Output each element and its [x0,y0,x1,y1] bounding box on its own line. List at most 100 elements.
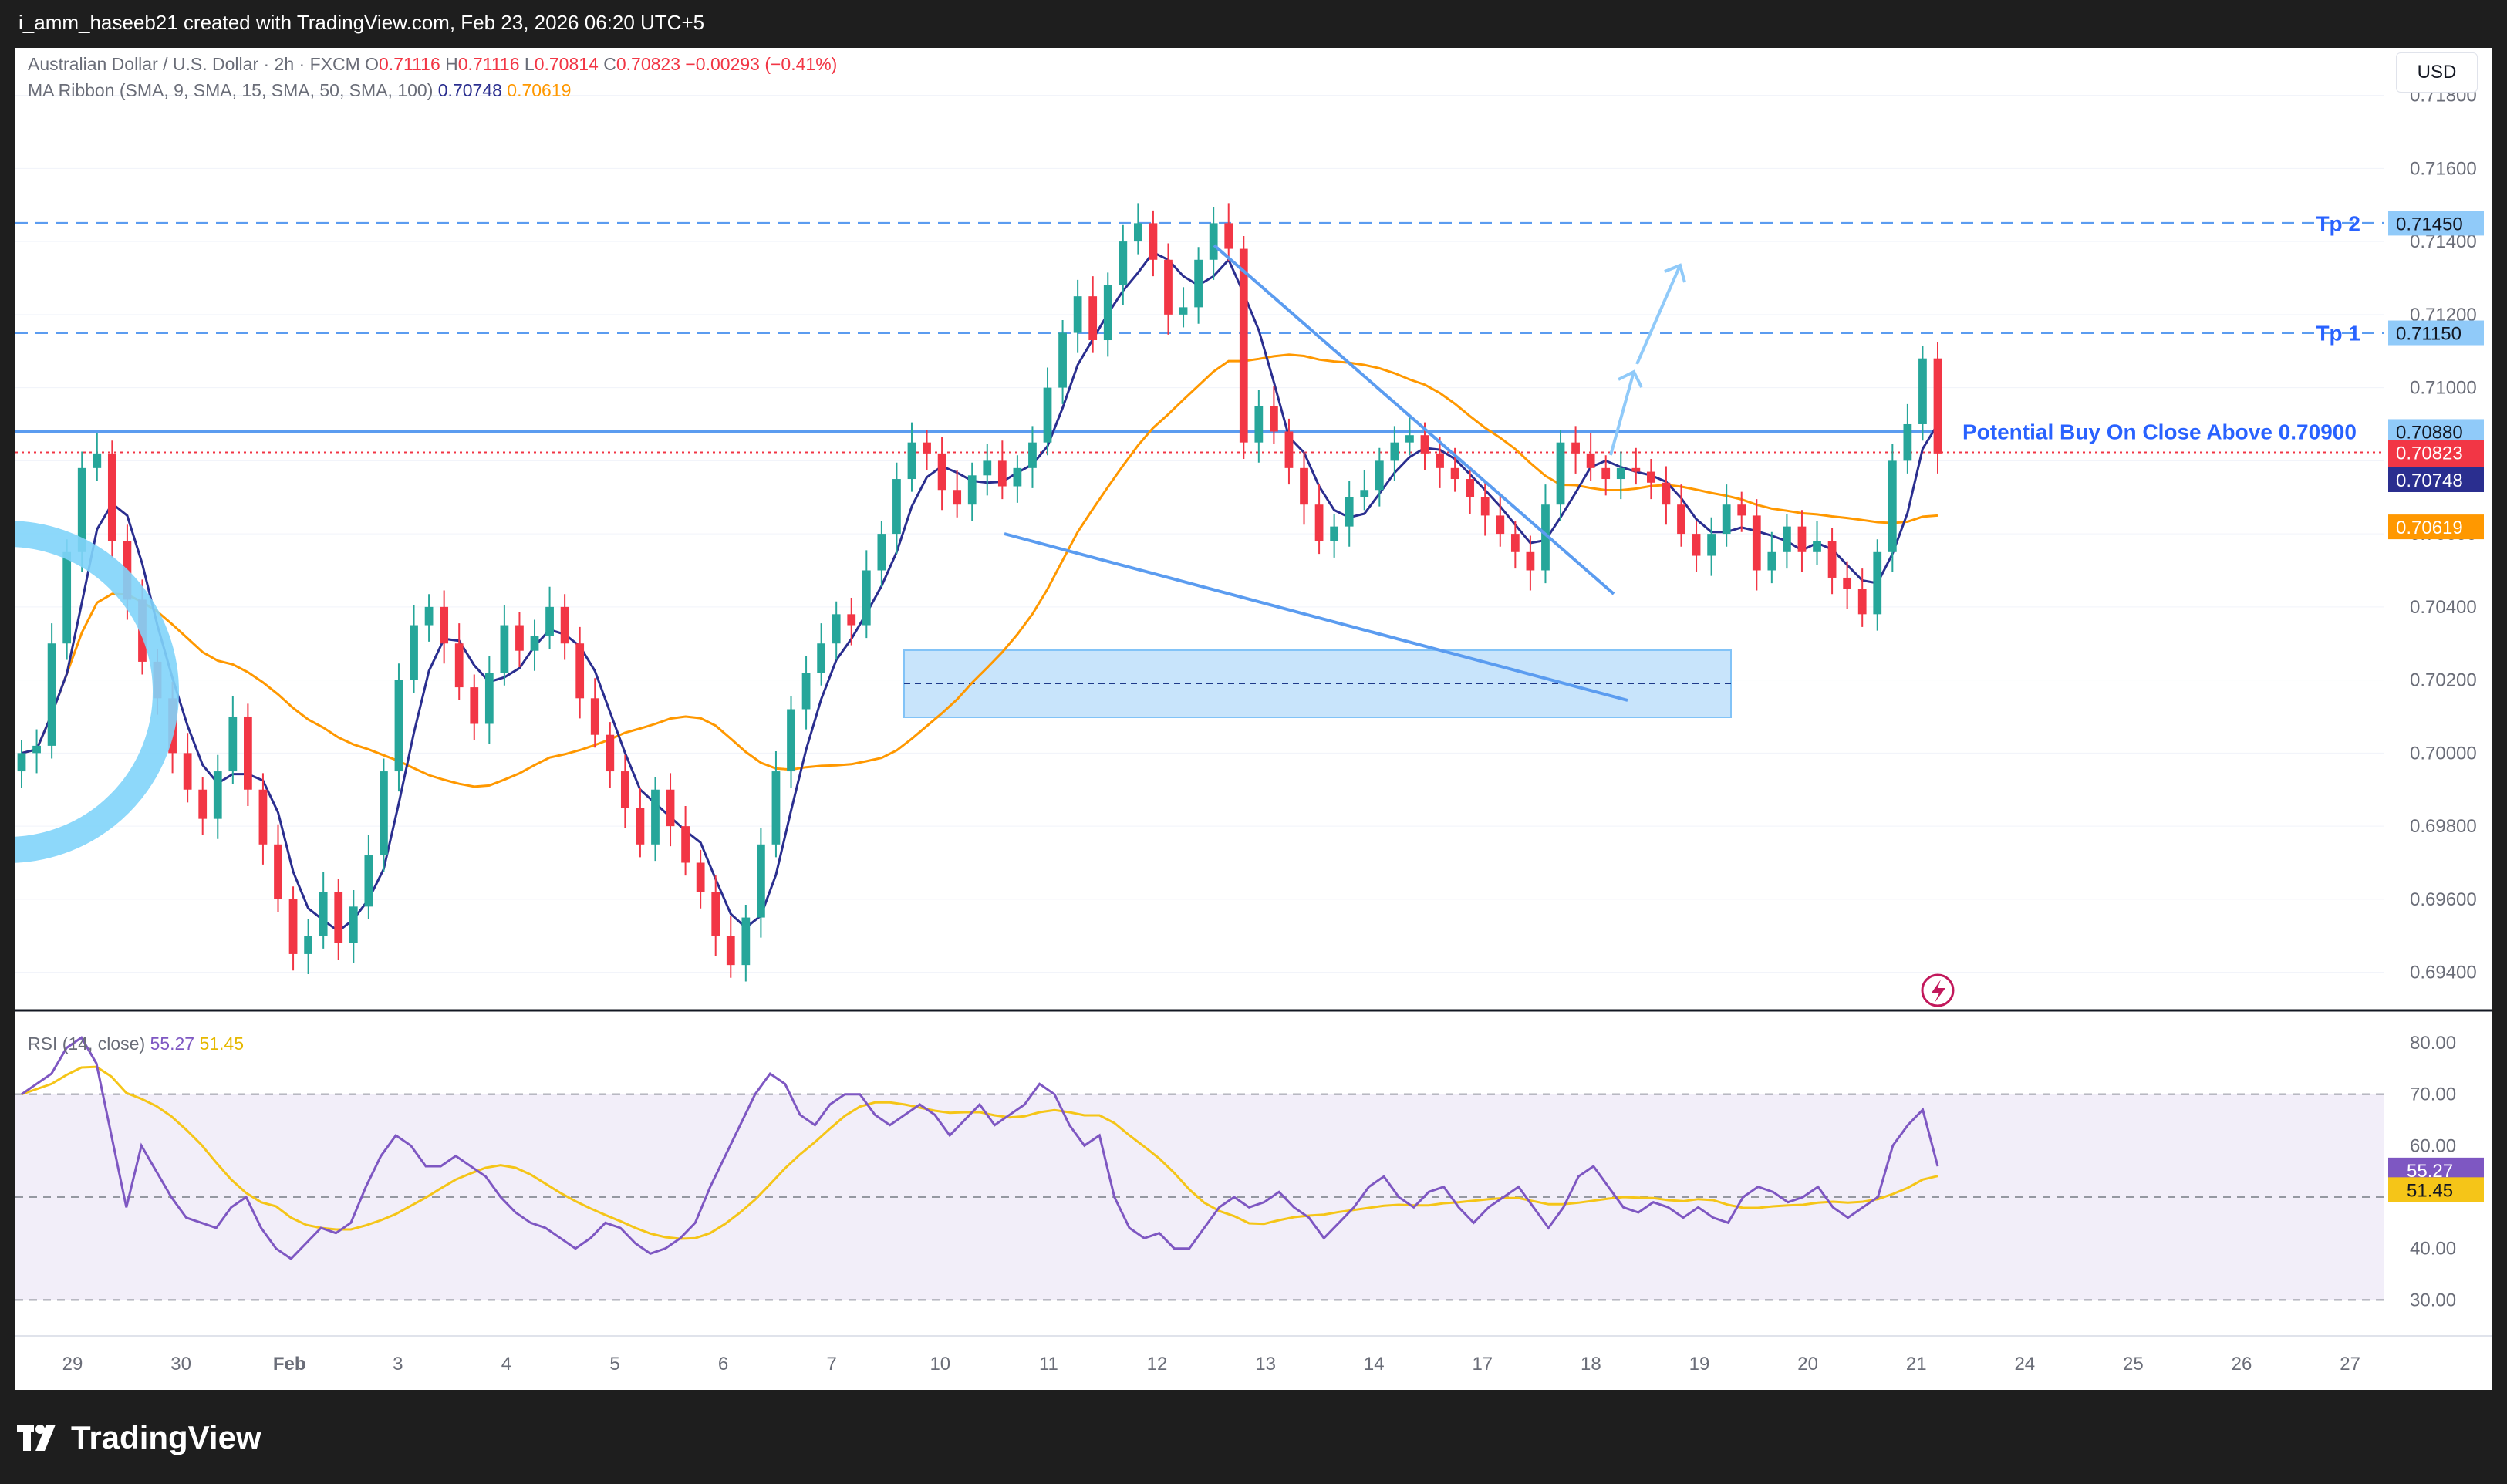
candle[interactable] [198,777,208,835]
candle[interactable] [575,626,585,719]
candle[interactable] [771,750,781,858]
candle[interactable] [1194,247,1203,324]
candle[interactable] [651,777,660,862]
candle[interactable] [1662,466,1671,525]
candle[interactable] [892,462,901,555]
candle[interactable] [726,916,735,978]
candle[interactable] [500,605,509,686]
candle[interactable] [17,740,26,788]
candle[interactable] [1571,426,1580,474]
candle[interactable] [258,773,268,865]
candle[interactable] [681,806,690,876]
tradingview-logo[interactable]: TradingView [17,1419,261,1456]
candle[interactable] [1224,203,1233,262]
candle[interactable] [244,703,252,807]
candle[interactable] [213,754,222,839]
candle[interactable] [1933,342,1942,474]
candle[interactable] [319,872,328,949]
resistance-trendline[interactable] [1213,244,1615,595]
candle[interactable] [1857,568,1867,627]
candle[interactable] [1345,481,1354,547]
candle[interactable] [364,835,373,919]
candle[interactable] [1903,403,1912,474]
candle[interactable] [484,656,494,744]
candle[interactable] [1556,430,1565,521]
candle[interactable] [1722,484,1731,547]
candle[interactable] [1103,272,1112,357]
candle[interactable] [787,696,795,788]
candle[interactable] [47,623,56,759]
candle[interactable] [1797,510,1807,572]
candle[interactable] [349,890,358,963]
candle[interactable] [1692,521,1701,572]
candle[interactable] [1270,386,1278,445]
candle[interactable] [1601,455,1611,496]
candle[interactable] [1646,458,1655,500]
currency-button[interactable]: USD [2396,52,2478,93]
candle[interactable] [1088,276,1098,353]
candle[interactable] [410,605,418,693]
candle[interactable] [470,674,479,740]
candle[interactable] [847,598,856,646]
candle[interactable] [1873,539,1882,631]
candle[interactable] [1496,495,1505,547]
candle[interactable] [832,601,841,660]
candle[interactable] [907,422,916,492]
candle[interactable] [560,594,569,660]
candle[interactable] [1480,481,1490,536]
candle[interactable] [801,656,811,730]
candle[interactable] [1737,491,1746,532]
lightning-icon[interactable] [1921,973,1955,1007]
candle[interactable] [1677,484,1685,547]
candle[interactable] [606,722,615,788]
candle[interactable] [1043,367,1052,456]
candle[interactable] [967,462,977,521]
candle[interactable] [1405,415,1414,456]
candle[interactable] [1918,346,1927,441]
candle[interactable] [1179,287,1188,328]
candle[interactable] [1133,203,1142,255]
candle[interactable] [107,440,116,558]
candle[interactable] [515,612,524,668]
candle[interactable] [1239,235,1248,459]
candle[interactable] [1149,210,1158,277]
chart-svg[interactable]: Tp 2 Tp 1 Potential Buy On Close Above 0.7… [7,48,2492,1390]
candle[interactable] [757,828,765,938]
candle[interactable] [1526,535,1535,591]
candle[interactable] [636,788,645,858]
candle[interactable] [454,623,464,700]
candle[interactable] [666,773,675,847]
candle[interactable] [530,619,539,671]
candle[interactable] [1390,426,1399,481]
candle[interactable] [1888,444,1897,572]
candle[interactable] [1783,514,1791,569]
candle[interactable] [1827,528,1837,595]
candle[interactable] [923,430,931,470]
candle[interactable] [696,849,705,909]
candle[interactable] [1013,455,1022,503]
candle[interactable] [424,594,434,642]
candle[interactable] [93,433,102,481]
candle[interactable] [983,444,992,496]
candle[interactable] [1466,466,1475,514]
candle[interactable] [997,440,1007,500]
candle[interactable] [1375,447,1384,507]
candle[interactable] [1164,243,1173,335]
candle[interactable] [32,729,41,774]
candle[interactable] [1616,451,1625,500]
candle[interactable] [334,879,343,960]
candle[interactable] [1300,451,1308,525]
candle[interactable] [937,437,946,511]
candle[interactable] [1209,207,1218,280]
candle[interactable] [380,758,388,872]
candle[interactable] [1284,418,1294,485]
candle[interactable] [1631,447,1641,485]
candle[interactable] [1119,224,1128,306]
candle[interactable] [862,550,871,639]
chart-panel[interactable]: Tp 2 Tp 1 Potential Buy On Close Above 0.7… [7,48,2492,1390]
candle[interactable] [288,886,298,971]
candle[interactable] [953,470,962,518]
candle[interactable] [1254,389,1264,463]
candle[interactable] [1767,531,1776,584]
candle[interactable] [711,875,720,956]
